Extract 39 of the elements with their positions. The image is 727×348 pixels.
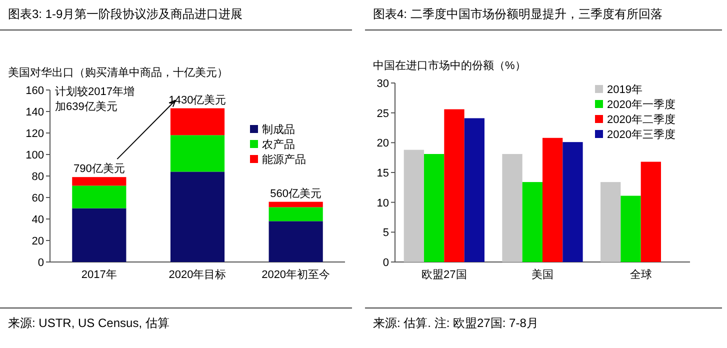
- legend-label: 能源产品: [262, 153, 306, 166]
- y-tick-label: 100: [26, 150, 44, 162]
- chart-title: 图表4: 二季度中国市场份额明显提升，三季度有所回落: [373, 6, 662, 23]
- y-tick-label: 0: [38, 257, 44, 269]
- source-note: 来源: 估算. 注: 欧盟27国: 7-8月: [373, 315, 538, 332]
- y-tick-label: 120: [26, 128, 44, 140]
- annotation: 790亿美元: [73, 162, 125, 176]
- legend-label: 2019年: [607, 84, 642, 96]
- chart-title: 图表3: 1-9月第一阶段协议涉及商品进口进展: [8, 6, 243, 23]
- x-tick-label: 美国: [532, 268, 554, 281]
- legend-label: 2020年一季度: [607, 98, 676, 111]
- legend-label: 2020年三季度: [607, 128, 676, 141]
- y-tick-label: 30: [376, 78, 389, 90]
- y-tick-label: 60: [32, 192, 44, 204]
- y-axis-title: 中国在进口市场中的份额（%）: [373, 59, 526, 72]
- y-tick-label: 20: [376, 138, 389, 150]
- y-tick-label: 140: [26, 106, 44, 118]
- x-tick-label: 全球: [630, 268, 652, 281]
- legend-label: 制成品: [262, 123, 295, 136]
- x-tick-label: 2020年初至今: [262, 268, 330, 281]
- y-tick-label: 0: [382, 257, 389, 269]
- x-tick-label: 欧盟27国: [422, 269, 467, 281]
- y-tick-label: 40: [32, 214, 44, 226]
- y-axis-title: 美国对华出口（购买清单中商品，十亿美元）: [8, 66, 228, 79]
- y-tick-label: 15: [376, 168, 389, 180]
- y-tick-label: 160: [26, 85, 44, 97]
- x-tick-label: 2020年目标: [168, 269, 226, 281]
- y-tick-label: 5: [382, 227, 389, 240]
- legend-label: 2020年二季度: [607, 113, 676, 126]
- y-tick-label: 20: [32, 236, 44, 248]
- legend-label: 农产品: [262, 138, 295, 151]
- annotation: 计划较2017年增加639亿美元: [55, 85, 136, 115]
- y-tick-label: 80: [32, 171, 44, 183]
- source-note: 来源: USTR, US Census, 估算: [8, 315, 170, 332]
- x-tick-label: 2017年: [81, 269, 117, 281]
- annotation: 560亿美元: [270, 186, 322, 200]
- annotation: 1430亿美元: [168, 93, 226, 106]
- y-tick-label: 10: [376, 197, 389, 210]
- y-tick-label: 25: [376, 108, 389, 120]
